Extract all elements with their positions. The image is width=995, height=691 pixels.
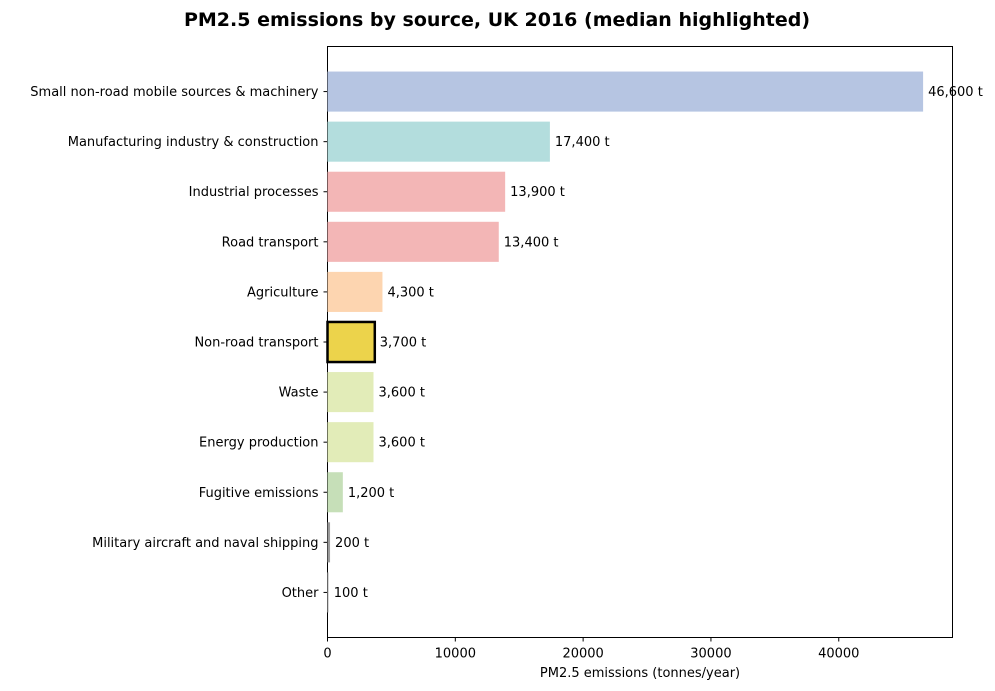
category-label: Other bbox=[282, 586, 320, 601]
data-label: 1,200 t bbox=[348, 486, 394, 501]
category-label: Road transport bbox=[222, 235, 319, 250]
chart-title: PM2.5 emissions by source, UK 2016 (medi… bbox=[184, 9, 810, 31]
bar-10 bbox=[327, 572, 329, 613]
data-label: 13,400 t bbox=[504, 235, 559, 250]
category-label: Energy production bbox=[199, 436, 318, 451]
bar-7 bbox=[327, 422, 374, 463]
x-tick-label: 20000 bbox=[562, 647, 603, 662]
bars-layer bbox=[326, 71, 924, 613]
bar-0 bbox=[327, 71, 924, 112]
labels-layer: Small non-road mobile sources & machiner… bbox=[30, 85, 983, 601]
x-tick-label: 30000 bbox=[690, 647, 731, 662]
bar-1 bbox=[327, 121, 550, 162]
category-label: Fugitive emissions bbox=[199, 486, 319, 501]
bar-6 bbox=[327, 372, 374, 413]
data-label: 100 t bbox=[334, 586, 368, 601]
bar-2 bbox=[327, 171, 506, 212]
ticks-layer: 0 10000 20000 30000 40000 bbox=[323, 91, 859, 662]
category-label: Military aircraft and naval shipping bbox=[92, 536, 318, 551]
x-tick-label: 10000 bbox=[435, 647, 476, 662]
bar-highlighted-median bbox=[326, 320, 377, 364]
data-label: 46,600 t bbox=[928, 85, 983, 100]
x-tick-label: 40000 bbox=[818, 647, 859, 662]
bar-3 bbox=[327, 221, 499, 262]
category-label: Waste bbox=[279, 386, 319, 401]
data-label: 3,700 t bbox=[380, 336, 426, 351]
data-label: 13,900 t bbox=[510, 185, 565, 200]
category-label: Industrial processes bbox=[189, 185, 319, 200]
data-label: 200 t bbox=[335, 536, 369, 551]
category-label: Manufacturing industry & construction bbox=[68, 135, 319, 150]
data-label: 3,600 t bbox=[379, 386, 425, 401]
data-label: 3,600 t bbox=[379, 436, 425, 451]
data-label: 4,300 t bbox=[387, 285, 433, 300]
bar-8 bbox=[327, 472, 343, 513]
bar-4 bbox=[327, 271, 383, 312]
x-axis-label: PM2.5 emissions (tonnes/year) bbox=[540, 666, 740, 681]
bar-9 bbox=[327, 522, 331, 563]
category-label: Non-road transport bbox=[194, 336, 318, 351]
category-label: Small non-road mobile sources & machiner… bbox=[30, 85, 319, 100]
data-label: 17,400 t bbox=[555, 135, 610, 150]
x-tick-label: 0 bbox=[323, 647, 331, 662]
category-label: Agriculture bbox=[247, 285, 319, 300]
